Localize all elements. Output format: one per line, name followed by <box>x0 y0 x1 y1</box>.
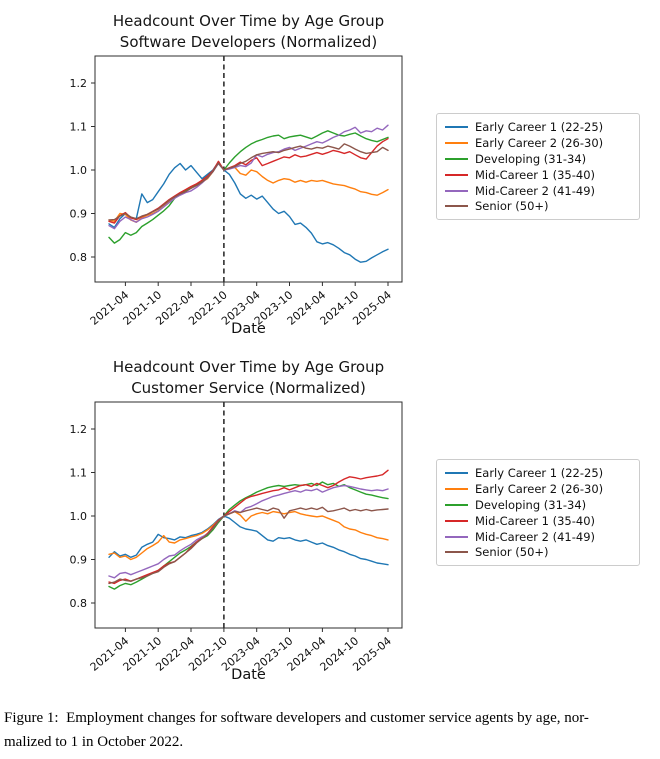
legend-label: Mid-Career 2 (41-49) <box>475 529 596 544</box>
figure-caption-line2: malized to 1 in October 2022. <box>4 734 184 750</box>
legend-label: Developing (31-34) <box>475 497 587 512</box>
legend-swatch-mid-career-1 <box>445 519 468 522</box>
legend-label: Developing (31-34) <box>475 151 587 166</box>
legend-label: Senior (50+) <box>475 199 549 214</box>
series-line-mid-career-2 <box>108 484 389 579</box>
y-tick-label: 1.0 <box>70 164 88 177</box>
series-line-senior <box>108 143 389 221</box>
legend-item-early-career-2: Early Career 2 (26-30) <box>445 135 631 151</box>
legend-label: Early Career 1 (22-25) <box>475 465 604 480</box>
legend-swatch-early-career-1 <box>445 125 468 128</box>
legend-item-early-career-1: Early Career 1 (22-25) <box>445 119 631 135</box>
chart-title-customer-service: Headcount Over Time by Age Group Custome… <box>95 357 402 399</box>
series-line-early-career-2 <box>108 510 389 561</box>
legend-item-mid-career-1: Mid-Career 1 (35-40) <box>445 167 631 183</box>
legend-swatch-early-career-2 <box>445 487 468 490</box>
plot-area-customer-service: 0.80.91.01.11.22021-042021-102022-042022… <box>70 401 403 674</box>
y-tick-label: 0.9 <box>70 207 88 220</box>
y-tick-label: 1.1 <box>70 120 88 133</box>
legend-label: Mid-Career 1 (35-40) <box>475 167 596 182</box>
legend-swatch-developing <box>445 503 468 506</box>
chart-title-line2: Customer Service (Normalized) <box>131 379 366 397</box>
legend-label: Senior (50+) <box>475 545 549 560</box>
legend-label: Early Career 2 (26-30) <box>475 481 604 496</box>
legend-list: Early Career 1 (22-25) Early Career 2 (26… <box>445 465 631 560</box>
legend-swatch-developing <box>445 157 468 160</box>
y-tick-label: 0.8 <box>70 251 88 264</box>
legend-item-early-career-1: Early Career 1 (22-25) <box>445 465 631 481</box>
plot-frame <box>94 401 403 629</box>
plot-frame <box>94 55 403 283</box>
legend-item-developing: Developing (31-34) <box>445 151 631 167</box>
y-tick-label: 1.2 <box>70 77 88 90</box>
series-line-mid-career-1 <box>108 137 389 224</box>
x-axis-label: Date <box>231 667 266 683</box>
legend-label: Mid-Career 1 (35-40) <box>475 513 596 528</box>
legend-item-mid-career-2: Mid-Career 2 (41-49) <box>445 529 631 545</box>
y-tick-label: 1.2 <box>70 423 88 436</box>
legend-swatch-early-career-2 <box>445 141 468 144</box>
legend-swatch-early-career-1 <box>445 471 468 474</box>
series-line-mid-career-2 <box>108 124 389 230</box>
y-tick-label: 0.8 <box>70 597 88 610</box>
y-tick-label: 1.1 <box>70 466 88 479</box>
x-axis-label: Date <box>231 321 266 337</box>
series-line-developing <box>108 130 389 244</box>
chart-title-line1: Headcount Over Time by Age Group <box>112 12 385 30</box>
legend-list: Early Career 1 (22-25) Early Career 2 (26… <box>445 119 631 214</box>
legend-item-mid-career-1: Mid-Career 1 (35-40) <box>445 513 631 529</box>
series-line-senior <box>108 506 389 585</box>
legend-item-senior: Senior (50+) <box>445 544 631 560</box>
y-tick-label: 0.9 <box>70 553 88 566</box>
legend-swatch-mid-career-2 <box>445 535 468 538</box>
legend-item-mid-career-2: Mid-Career 2 (41-49) <box>445 183 631 199</box>
legend-label: Early Career 2 (26-30) <box>475 135 604 150</box>
chart-title-line1: Headcount Over Time by Age Group <box>112 358 385 376</box>
y-tick-label: 1.0 <box>70 510 88 523</box>
legend-customer-service: Early Career 1 (22-25) Early Career 2 (26… <box>436 459 640 567</box>
series-line-early-career-1 <box>108 515 389 566</box>
chart-customer-service: Headcount Over Time by Age Group Custome… <box>0 346 660 691</box>
legend-swatch-mid-career-2 <box>445 189 468 192</box>
legend-item-developing: Developing (31-34) <box>445 497 631 513</box>
legend-swatch-mid-career-1 <box>445 173 468 176</box>
chart-title-line2: Software Developers (Normalized) <box>119 33 378 51</box>
legend-swatch-senior <box>445 205 468 208</box>
plot-area-software-developers: 0.80.91.01.11.22021-042021-102022-042022… <box>70 55 403 328</box>
legend-label: Mid-Career 2 (41-49) <box>475 183 596 198</box>
figure-caption-line1: Figure 1: Employment changes for softwar… <box>4 710 589 726</box>
legend-item-senior: Senior (50+) <box>445 198 631 214</box>
chart-title-software-developers: Headcount Over Time by Age Group Softwar… <box>95 11 402 53</box>
series-line-mid-career-1 <box>108 469 389 585</box>
figure-caption: Figure 1: Employment changes for softwar… <box>4 706 658 754</box>
chart-software-developers: Headcount Over Time by Age Group Softwar… <box>0 0 660 345</box>
legend-label: Early Career 1 (22-25) <box>475 119 604 134</box>
legend-swatch-senior <box>445 551 468 554</box>
legend-software-developers: Early Career 1 (22-25) Early Career 2 (26… <box>436 113 640 221</box>
series-line-early-career-1 <box>108 161 389 263</box>
legend-item-early-career-2: Early Career 2 (26-30) <box>445 481 631 497</box>
